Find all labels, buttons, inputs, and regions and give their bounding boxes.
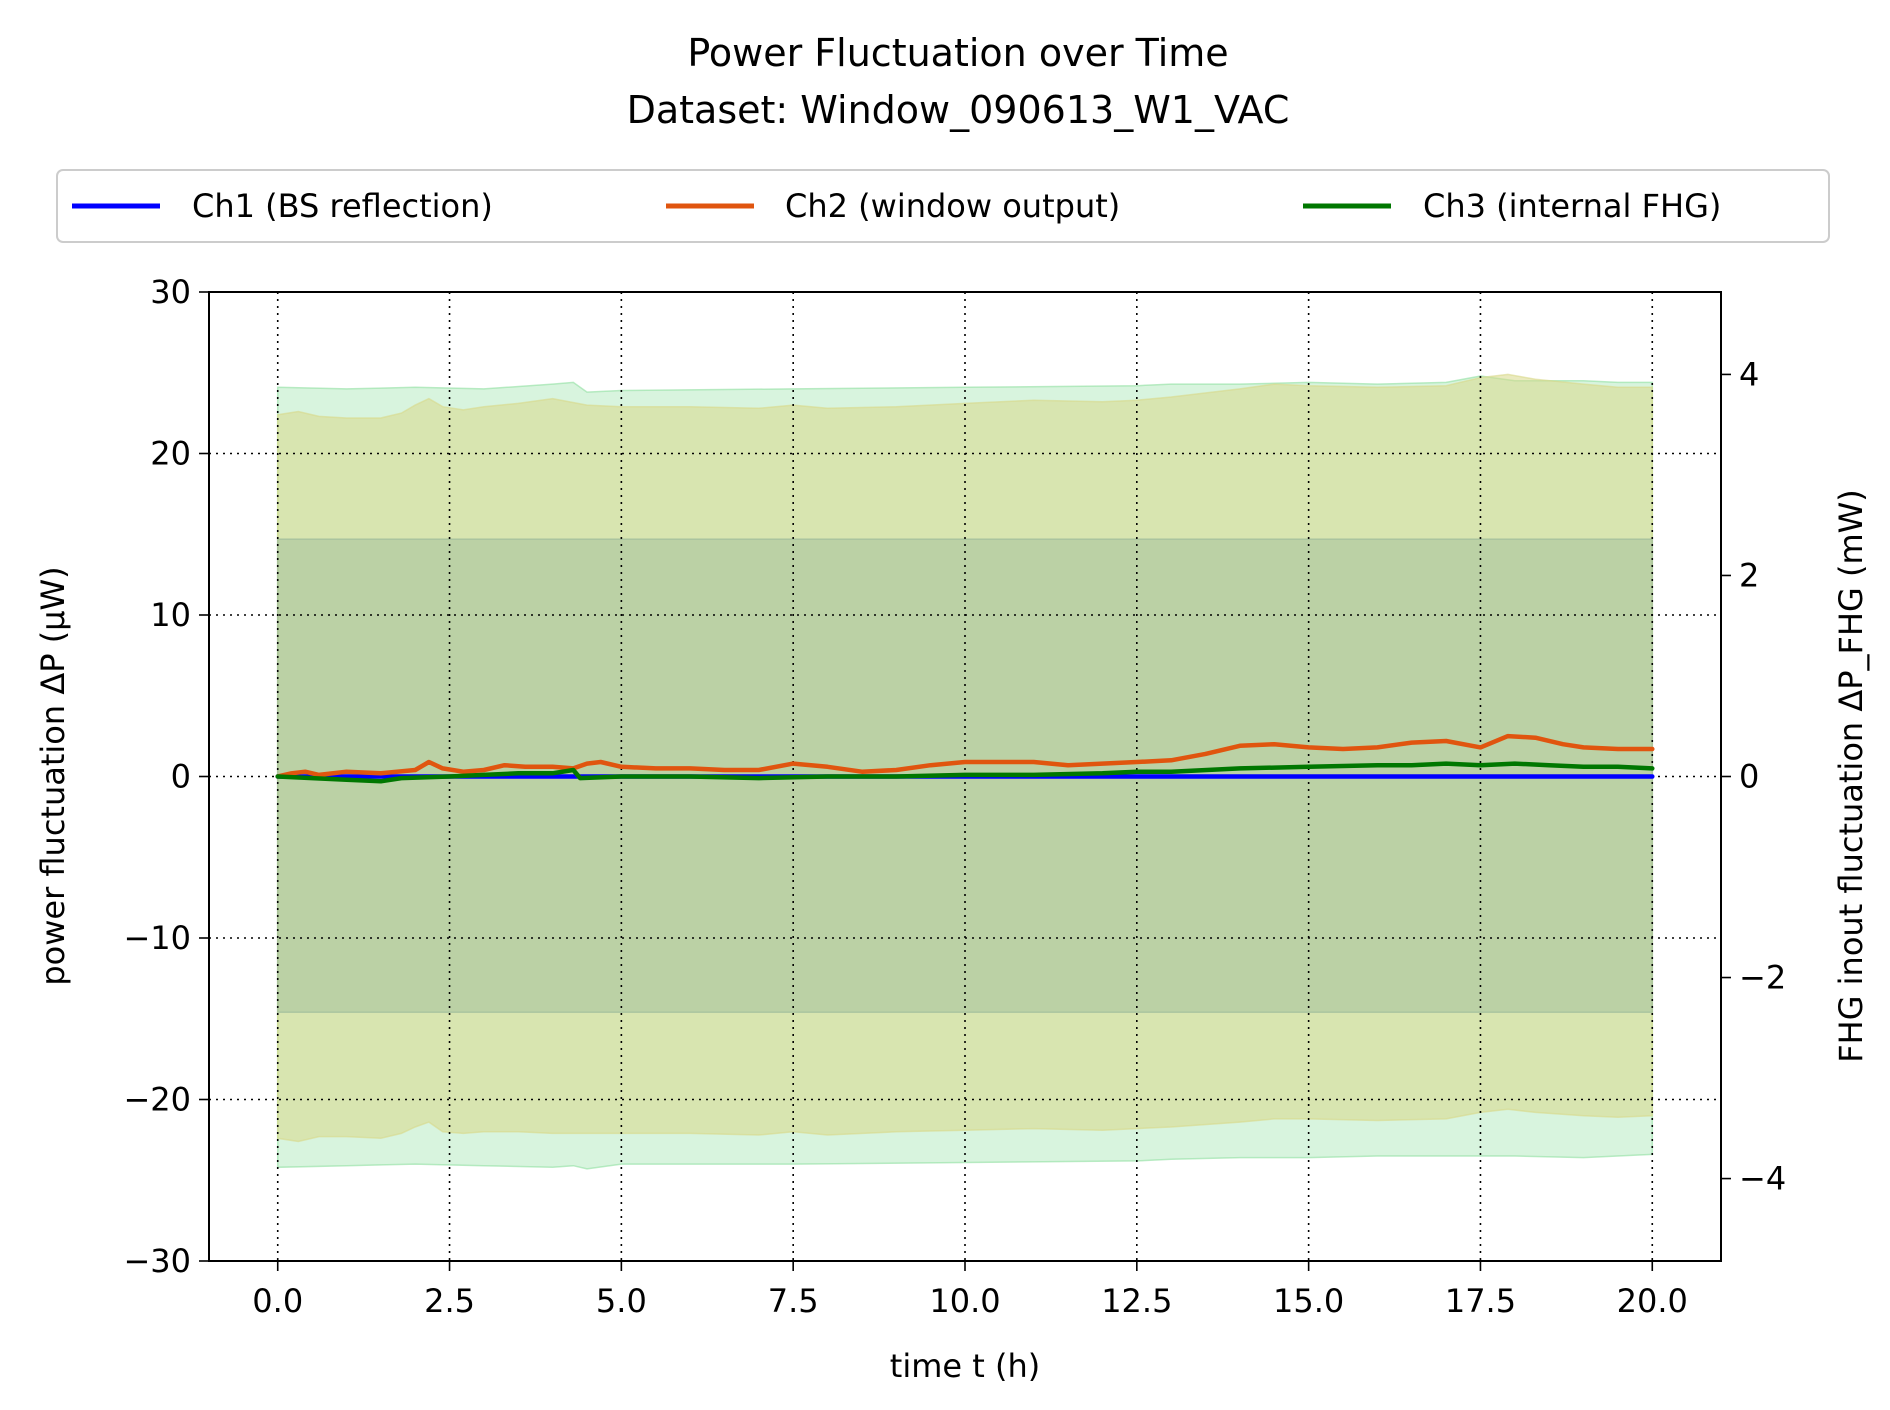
y-tick-label: −20 [123, 1081, 191, 1119]
y-tick-label: 10 [150, 596, 191, 634]
legend-frame [56, 169, 1830, 243]
x-tick-label: 15.0 [1273, 1282, 1344, 1320]
data-series [275, 733, 1655, 784]
y-right-tick-label: −2 [1739, 959, 1786, 997]
y-axis-right-label: FHG inout fluctuation ΔP_FHG (mW) [1832, 489, 1870, 1063]
x-tick-label: 5.0 [596, 1282, 647, 1320]
legend-label-ch3: Ch3 (internal FHG) [1423, 187, 1721, 225]
chart-subtitle: Dataset: Window_090613_W1_VAC [627, 88, 1290, 132]
legend-label-ch1: Ch1 (BS reflection) [192, 187, 493, 225]
y-right-tick-label: −4 [1739, 1160, 1786, 1198]
legend: Ch1 (BS reflection) Ch2 (window output) … [56, 169, 1830, 243]
y-right-tick-label: 4 [1739, 355, 1759, 393]
x-tick-label: 7.5 [768, 1282, 819, 1320]
axis-ticks: 0.0 2.5 5.0 7.5 10.0 12.5 15.0 17.5 20.0−30−20−1… [123, 273, 1786, 1320]
x-tick-label: 12.5 [1101, 1282, 1172, 1320]
series-line-2 [275, 733, 1655, 779]
x-tick-label: 10.0 [929, 1282, 1000, 1320]
series-line-3 [275, 761, 1655, 784]
x-tick-label: 17.5 [1445, 1282, 1516, 1320]
x-tick-label: 0.0 [252, 1282, 303, 1320]
y-right-tick-label: 0 [1739, 758, 1759, 796]
y-tick-label: −10 [123, 919, 191, 957]
y-right-tick-label: 2 [1739, 556, 1759, 594]
y-tick-label: −30 [123, 1242, 191, 1280]
y-tick-label: 20 [150, 435, 191, 473]
y-tick-label: 0 [171, 758, 191, 796]
y-axis-label: power fluctuation ΔP (μW) [34, 566, 72, 985]
x-tick-label: 20.0 [1617, 1282, 1688, 1320]
y-tick-label: 30 [150, 273, 191, 311]
x-axis-label: time t (h) [890, 1347, 1040, 1385]
x-tick-label: 2.5 [424, 1282, 475, 1320]
chart-title: Power Fluctuation over Time [687, 31, 1228, 75]
legend-label-ch2: Ch2 (window output) [785, 187, 1120, 225]
